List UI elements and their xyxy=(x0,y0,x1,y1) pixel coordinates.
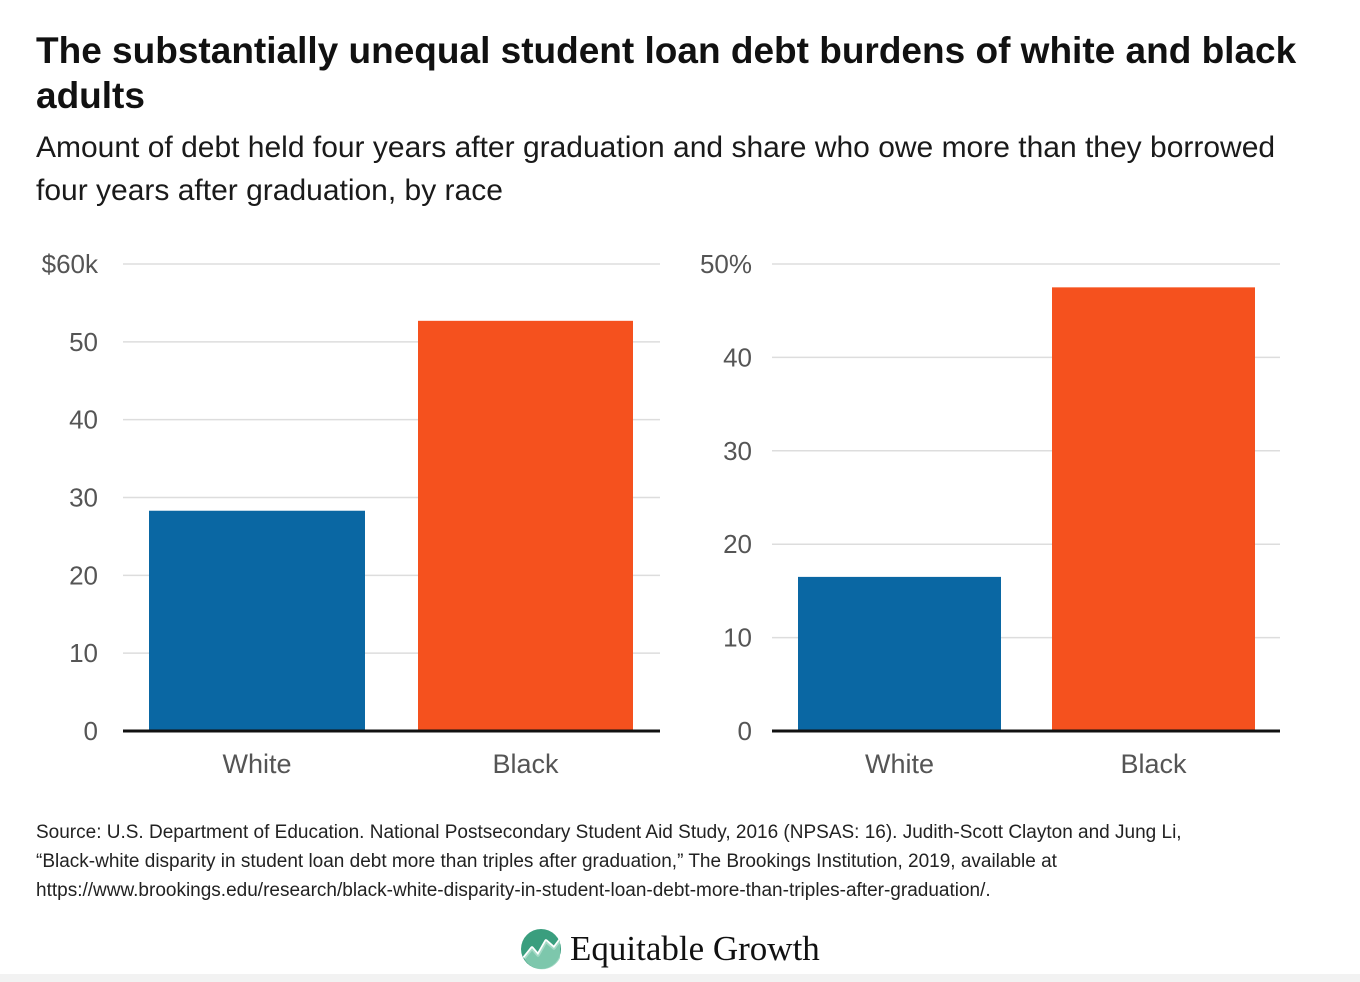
owe-more-share-y-tick-label: 30 xyxy=(723,436,752,466)
debt-amount-bar-black xyxy=(418,320,633,731)
source-line-3: https://www.brookings.edu/research/black… xyxy=(36,880,991,901)
owe-more-share-y-tick-label: 40 xyxy=(723,342,752,372)
debt-amount-category-label: Black xyxy=(492,749,559,779)
chart-subtitle: Amount of debt held four years after gra… xyxy=(36,131,1276,207)
debt-amount-y-tick-label: 20 xyxy=(69,560,98,590)
debt-amount-chart: 0 10 20 30 40 50 $60k White Black xyxy=(30,240,670,785)
debt-amount-bar-white xyxy=(149,510,365,731)
owe-more-share-category-label: White xyxy=(865,749,934,779)
debt-amount-chart-svg: 0 10 20 30 40 50 $60k White Black xyxy=(42,249,660,779)
bottom-strip xyxy=(0,974,1360,982)
owe-more-share-chart-svg: 0 10 20 30 40 50% White Black xyxy=(700,249,1280,779)
owe-more-share-y-tick-label: 0 xyxy=(738,716,752,746)
chart-title: The substantially unequal student loan d… xyxy=(36,30,1297,116)
source-line-2: “Black-white disparity in student loan d… xyxy=(36,851,1057,872)
debt-amount-category-label: White xyxy=(222,749,291,779)
debt-amount-y-tick-label: 50 xyxy=(69,327,98,357)
owe-more-share-y-tick-label: 50% xyxy=(700,249,752,279)
equitable-growth-logo-icon xyxy=(521,929,562,970)
owe-more-share-y-tick-label: 20 xyxy=(723,529,752,559)
source-line-1: Source: U.S. Department of Education. Na… xyxy=(36,822,1182,843)
equitable-growth-logo: Equitable Growth xyxy=(520,926,820,972)
owe-more-share-category-label: Black xyxy=(1120,749,1187,779)
debt-amount-y-tick-label: 30 xyxy=(69,483,98,513)
owe-more-share-y-tick-label: 10 xyxy=(723,623,752,653)
owe-more-share-bar-white xyxy=(798,576,1001,731)
debt-amount-y-tick-label: 10 xyxy=(69,638,98,668)
source-note: Source: U.S. Department of Education. Na… xyxy=(36,818,1326,905)
owe-more-share-bar-black xyxy=(1052,287,1255,731)
debt-amount-y-tick-label: 40 xyxy=(69,405,98,435)
owe-more-share-chart: 0 10 20 30 40 50% White Black xyxy=(680,240,1290,785)
debt-amount-y-tick-label: $60k xyxy=(42,249,99,279)
debt-amount-y-tick-label: 0 xyxy=(84,716,98,746)
logo-text: Equitable Growth xyxy=(570,929,820,968)
